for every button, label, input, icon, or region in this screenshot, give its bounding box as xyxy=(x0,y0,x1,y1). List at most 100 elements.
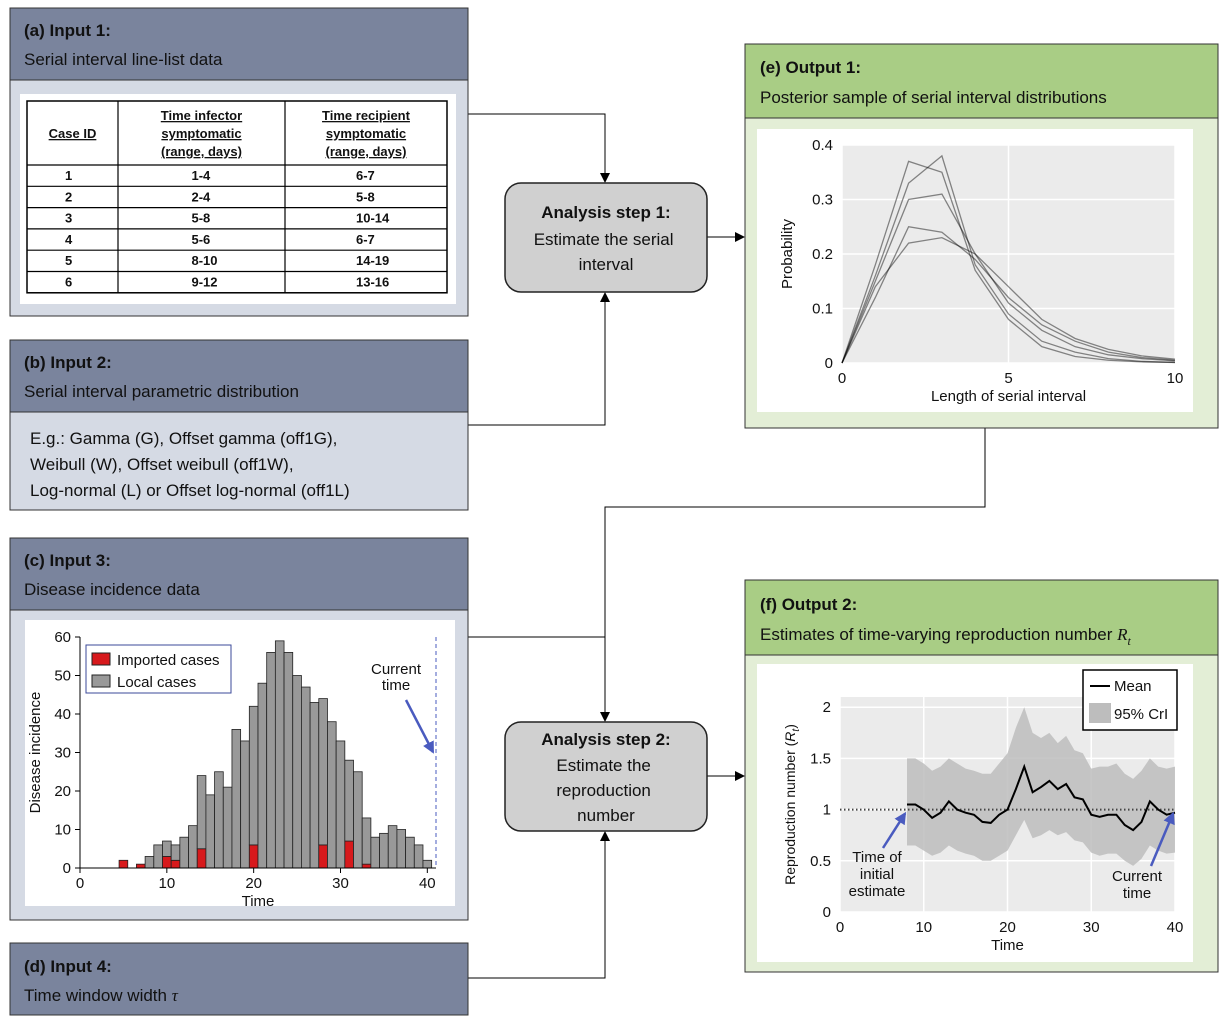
panel-title: (f) Output 2: xyxy=(760,595,857,614)
x-tick-label: 20 xyxy=(999,919,1016,936)
panel-subtitle: Estimates of time-varying reproduction n… xyxy=(760,625,1132,648)
annotation: Current time xyxy=(1112,868,1163,902)
y-tick-label: 0 xyxy=(823,904,831,921)
x-tick-label: 0 xyxy=(836,919,844,936)
legend-label: 95% CrI xyxy=(1114,706,1168,723)
text-line: E.g.: Gamma (G), Offset gamma (off1G), xyxy=(30,429,337,448)
x-tick-label: 10 xyxy=(915,919,932,936)
bar xyxy=(188,825,198,869)
y-tick-label: 0 xyxy=(63,860,71,877)
connector xyxy=(468,292,610,426)
text-line: Weibull (W), Offset weibull (off1W), xyxy=(30,455,294,474)
text-part: Time window width xyxy=(24,986,172,1005)
bar xyxy=(283,652,294,869)
bar xyxy=(196,848,207,869)
text-part: R xyxy=(782,732,798,742)
text-line: time xyxy=(382,677,410,694)
panel-header xyxy=(9,537,469,611)
panel-header xyxy=(9,7,469,81)
bar xyxy=(318,844,328,869)
panel-b: (b) Input 2: Serial interval parametric … xyxy=(9,339,469,511)
text-line: time xyxy=(1123,885,1151,902)
text-line: Time recipient xyxy=(322,108,411,123)
bar xyxy=(162,840,172,857)
bar xyxy=(379,832,389,869)
step-title: Analysis step 2: xyxy=(541,730,670,749)
data-line xyxy=(841,236,1176,364)
x-tick-label: 40 xyxy=(1167,919,1184,936)
bar xyxy=(361,863,372,869)
text-line: Estimate the xyxy=(556,756,651,775)
text-line: interval xyxy=(579,255,634,274)
bar xyxy=(257,682,268,869)
panel-title: (b) Input 2: xyxy=(24,353,112,372)
step-box xyxy=(504,182,708,293)
table-cell: 6-7 xyxy=(356,232,375,247)
x-axis-label: Time xyxy=(242,893,275,910)
text-part: t xyxy=(1128,634,1132,648)
x-tick-label: 40 xyxy=(419,875,436,892)
bar xyxy=(422,859,433,869)
data-line xyxy=(841,226,1176,364)
panel-subtitle: Serial interval line-list data xyxy=(24,50,223,69)
y-tick-label: 60 xyxy=(54,629,71,646)
text-part: Reproduction number ( xyxy=(782,741,798,885)
x-tick-label: 10 xyxy=(158,875,175,892)
y-tick-label: 0.1 xyxy=(812,301,833,318)
table-header: Time recipient symptomatic (range, days) xyxy=(322,108,411,159)
data-line xyxy=(841,154,1176,364)
bar xyxy=(170,844,181,861)
y-tick-label: 1 xyxy=(823,802,831,819)
y-tick-label: 2 xyxy=(823,699,831,716)
chart: 0 10 20 30 40 50 60 0 10 20 30 40 Time Disease incide… xyxy=(27,629,437,910)
step-text: Estimate the serial interval xyxy=(534,230,679,274)
bar xyxy=(205,794,215,869)
text-part: Estimates of time-varying reproduction n… xyxy=(760,625,1117,644)
panel-subtitle: Disease incidence data xyxy=(24,580,200,599)
data-line xyxy=(841,160,1176,364)
bar xyxy=(153,844,163,869)
bar xyxy=(361,817,372,865)
panel-d: (d) Input 4: Time window width τ xyxy=(9,942,469,1016)
table-card xyxy=(20,94,456,304)
bar xyxy=(292,675,302,869)
step-box xyxy=(504,721,708,832)
text-line: reproduction xyxy=(556,781,651,800)
table-cell: 8-10 xyxy=(192,253,218,268)
text-line: Log-normal (L) or Offset log-normal (off… xyxy=(30,481,350,500)
annotation-arrow xyxy=(881,811,907,849)
text-line: Estimate the serial xyxy=(534,230,674,249)
text-line: symptomatic xyxy=(326,126,406,141)
y-tick-label: 30 xyxy=(54,745,71,762)
table-cell: 6-7 xyxy=(356,168,375,183)
step-title: Analysis step 1: xyxy=(541,203,670,222)
bar xyxy=(248,844,259,869)
table: Case ID Time infector symptomatic (range, d… xyxy=(26,100,448,294)
annotation-arrow xyxy=(1149,811,1175,867)
panel-title: (a) Input 1: xyxy=(24,21,111,40)
x-tick-label: 0 xyxy=(838,370,846,387)
connectors xyxy=(468,113,986,979)
table-header: Case ID xyxy=(49,126,97,141)
panel-header xyxy=(744,579,1219,656)
table-cell: 2-4 xyxy=(192,189,212,204)
panel-title: (d) Input 4: xyxy=(24,957,112,976)
bar xyxy=(327,721,337,869)
bar xyxy=(309,702,320,869)
x-tick-label: 30 xyxy=(332,875,349,892)
bar xyxy=(274,640,285,869)
y-axis-label: Reproduction number (Rt) xyxy=(782,724,802,885)
bar xyxy=(170,859,181,869)
text-line: (range, days) xyxy=(161,144,242,159)
legend: Mean 95% CrI xyxy=(1082,669,1178,731)
bar xyxy=(301,686,311,869)
bar xyxy=(144,856,155,869)
text-line: Current xyxy=(1112,868,1163,885)
table-cell: 2 xyxy=(65,189,72,204)
panel-a: (a) Input 1: Serial interval line-list d… xyxy=(9,7,469,317)
text-line: estimate xyxy=(849,883,906,900)
bar xyxy=(222,786,233,869)
legend-swatch xyxy=(1089,703,1111,723)
text-part: ) xyxy=(782,724,798,729)
